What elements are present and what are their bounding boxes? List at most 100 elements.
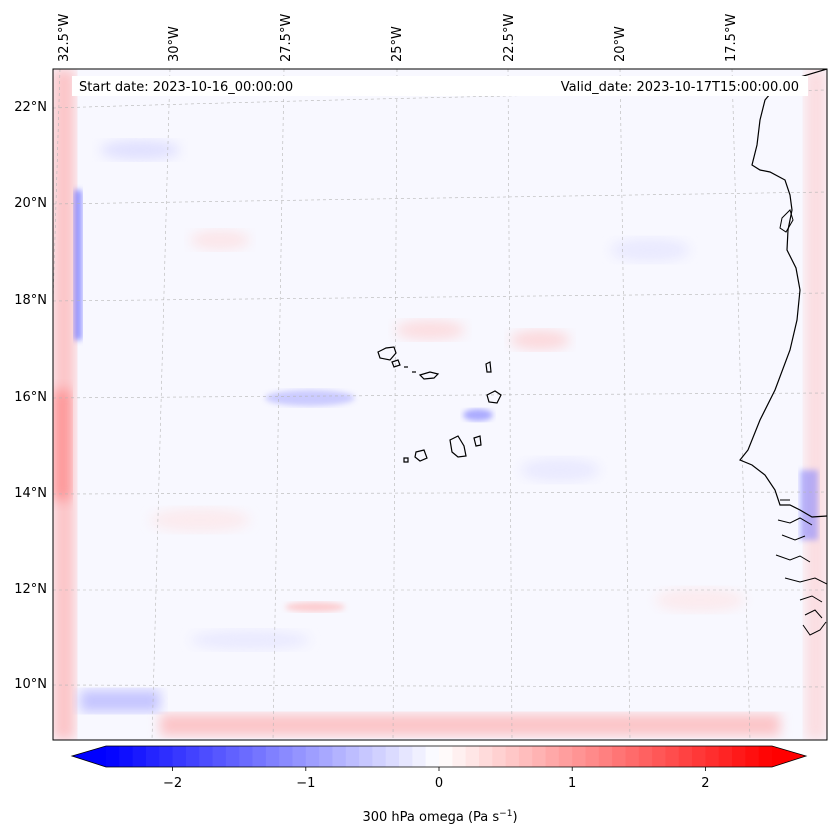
colorbar-cell: [612, 746, 627, 767]
gridline-lat-14: [53, 491, 827, 495]
lon-label-27-5: 27.5°W: [279, 14, 294, 62]
colorbar-cell: [492, 746, 507, 767]
colorbar-cell: [172, 746, 187, 767]
blue-blob: [190, 630, 310, 650]
colorbar-label: 300 hPa omega (Pa s−1): [362, 809, 517, 825]
colorbar-cell: [119, 746, 134, 767]
colorbar-cell: [265, 746, 280, 767]
africa-coastline: [739, 69, 827, 518]
colorbar-cell: [252, 746, 267, 767]
colorbar-tick-label: −1: [296, 776, 315, 791]
colorbar-tick-label: −2: [163, 776, 182, 791]
colorbar-cell: [439, 746, 453, 767]
blue-blob: [520, 458, 600, 482]
colorbar-cell: [665, 746, 680, 767]
colorbar: −2 −1 0 1 2 300 hPa omega (Pa s−1): [70, 745, 808, 825]
lat-label-16: 16°N: [14, 390, 47, 405]
lat-label-10: 10°N: [14, 677, 47, 692]
island-maio: [473, 435, 482, 447]
colorbar-cell: [532, 746, 547, 767]
colorbar-cell: [305, 746, 320, 767]
red-blob: [655, 588, 745, 612]
blue-blob: [265, 390, 355, 406]
colorbar-cell: [132, 746, 147, 767]
colorbar-cell: [239, 746, 254, 767]
red-blob: [285, 602, 345, 612]
colorbar-cell: [399, 746, 413, 767]
colorbar-cell: [572, 746, 587, 767]
island-fogo: [414, 449, 428, 462]
colorbar-ticks: −2 −1 0 1 2: [163, 767, 710, 791]
red-blob: [150, 508, 250, 532]
longitude-axis: 32.5°W 30°W 27.5°W 25°W 22.5°W 20°W 17.5…: [57, 14, 739, 62]
lon-label-17-5: 17.5°W: [724, 14, 739, 62]
left-blue-band: [74, 190, 82, 340]
lon-label-25: 25°W: [390, 26, 405, 62]
gridline-lon-17-5: [731, 69, 751, 740]
island-brava: [403, 457, 409, 463]
island-sao-nicolau: [418, 371, 440, 380]
lon-label-32-5: 32.5°W: [57, 14, 72, 62]
colorbar-cell: [212, 746, 227, 767]
colorbar-cell: [705, 746, 720, 767]
gridline-lat-22: [53, 89, 827, 109]
map-frame: [52, 68, 828, 741]
right-boundary-band: [805, 69, 827, 740]
map-background: [53, 69, 827, 740]
cape-verde-islands: [377, 346, 502, 463]
island-boa-vista: [486, 390, 502, 404]
colorbar-cell: [518, 746, 533, 767]
colorbar-cell: [465, 746, 480, 767]
colorbar-cell: [185, 746, 200, 767]
colorbar-cell: [159, 746, 174, 767]
colorbar-cell: [692, 746, 706, 767]
gridline-lon-25: [392, 69, 398, 740]
colorbar-cell: [545, 746, 560, 767]
colorbar-outline: [70, 745, 808, 768]
lat-label-22: 22°N: [14, 100, 47, 115]
colorbar-cell: [279, 746, 294, 767]
colorbar-cell: [332, 746, 347, 767]
lat-label-14: 14°N: [14, 486, 47, 501]
colorbar-cell: [598, 746, 613, 767]
colorbar-cell: [292, 746, 307, 767]
colorbar-cell: [505, 746, 520, 767]
colorbar-cell: [425, 746, 440, 767]
colorbar-cell: [225, 746, 240, 767]
colorbar-cell: [732, 746, 746, 767]
start-date-label: Start date: 2023-10-16_00:00:00: [79, 80, 293, 95]
lat-label-12: 12°N: [14, 582, 47, 597]
lon-label-30: 30°W: [167, 26, 182, 62]
bottom-boundary-band: [160, 714, 780, 736]
colorbar-cell: [478, 746, 493, 767]
colorbar-cell: [106, 746, 120, 767]
blue-blob: [100, 140, 180, 160]
header-strip: [72, 76, 808, 96]
latitude-axis: 22°N 20°N 18°N 16°N 14°N 12°N 10°N: [14, 100, 47, 692]
island-sao-vicente: [391, 359, 401, 368]
colorbar-cell: [652, 746, 667, 767]
colorbar-cell: [625, 746, 640, 767]
right-blue-patch: [800, 470, 818, 540]
gridline-lon-30: [151, 69, 171, 740]
lat-label-20: 20°N: [14, 196, 47, 211]
colorbar-cell: [718, 746, 733, 767]
colorbar-cell: [345, 746, 360, 767]
colorbar-max-extend: [772, 746, 806, 767]
colorbar-cell: [319, 746, 334, 767]
colorbar-cell: [385, 746, 400, 767]
blue-blob: [610, 238, 690, 262]
gridline-lon-22-5: [507, 69, 513, 740]
colorbar-min-extend: [72, 746, 106, 767]
island-santo-antao: [377, 346, 397, 361]
map-panel: Start date: 2023-10-16_00:00:00 Valid_da…: [52, 68, 828, 741]
island-santiago: [449, 435, 467, 458]
red-blob: [510, 330, 570, 350]
lon-label-22-5: 22.5°W: [502, 14, 517, 62]
island-sal: [485, 361, 492, 373]
colorbar-gradient: [106, 746, 773, 767]
valid-date-label: Valid_date: 2023-10-17T15:00:00.00: [561, 80, 799, 95]
colorbar-cell: [758, 746, 773, 767]
lower-left-blue-patch: [80, 690, 160, 712]
colorbar-cell: [638, 746, 653, 767]
